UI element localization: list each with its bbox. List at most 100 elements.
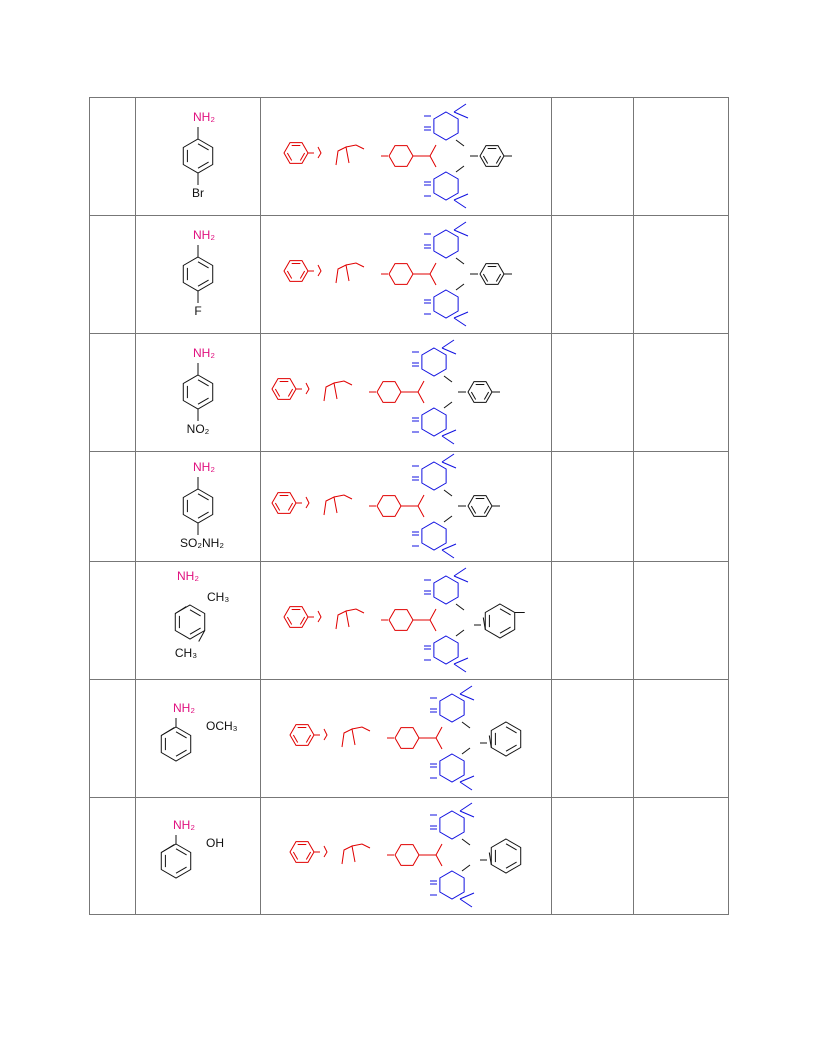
bond [482,617,486,630]
bond [413,608,437,632]
bond [459,685,475,701]
bond [412,531,419,536]
bond [459,892,475,908]
ring [439,810,465,840]
ring [490,721,522,757]
double-bond [505,861,517,869]
bond [323,494,353,516]
bond [341,726,371,748]
bond [441,453,457,469]
row: NH₂ CH₃ CH₃ [174,567,525,673]
double-bond [287,502,294,511]
double-bond [305,734,312,743]
double-bond [189,627,201,635]
bond [488,852,492,865]
ring [439,693,465,723]
double-bond [470,505,477,514]
ring [388,263,414,285]
bond [424,645,431,650]
double-bond [175,866,187,874]
bond [308,264,322,277]
bond [401,380,425,404]
amine-label: NH₂ [193,110,215,124]
ring [289,841,315,863]
double-bond [197,161,209,169]
amine-label: NH₂ [173,701,195,715]
double-bond [197,143,209,151]
bond [459,802,475,818]
ring [394,727,420,749]
double-bond [286,152,293,161]
double-bond [495,273,502,282]
double-bond [175,731,187,739]
bond [441,429,457,445]
ring [388,145,414,167]
bond [453,657,469,673]
bond [296,496,310,509]
ring [388,609,414,631]
bond [461,864,471,872]
ring [433,635,459,665]
substituent-label: OH [206,836,224,850]
ring [433,289,459,319]
ring [283,142,309,164]
ring [439,753,465,783]
row: NH₂ SO₂NH₂ [180,453,500,559]
bond [430,880,437,885]
row: NH₂ F [182,221,512,327]
double-bond [292,734,299,743]
amine-label: NH₂ [193,228,215,242]
ring [421,461,447,491]
substituent-label: F [194,304,201,318]
bond [175,606,187,614]
ring [433,229,459,259]
double-bond [197,379,209,387]
bond [412,417,419,422]
amine-label: NH₂ [177,569,199,583]
bond [424,126,431,131]
double-bond [274,502,281,511]
bond [459,775,475,791]
bond [161,844,175,853]
bond [161,727,175,736]
double-bond [175,848,187,856]
ring [394,844,420,866]
bond [455,139,465,147]
double-bond [197,279,209,287]
ring [271,492,297,514]
bond [453,311,469,327]
bond [443,401,453,409]
double-bond [470,391,477,400]
bond [424,590,431,595]
bond [198,630,206,642]
bond [341,843,371,865]
bond [424,299,431,304]
double-bond [197,397,209,405]
bond [453,193,469,209]
double-bond [197,261,209,269]
bond [453,103,469,119]
bond [335,608,365,630]
ring [376,381,402,403]
ring [421,347,447,377]
double-bond [175,749,187,757]
ring [421,521,447,551]
ring [490,838,522,874]
bond [443,515,453,523]
bond [430,708,437,713]
bond [488,735,492,748]
substituent-label: CH₃ [175,646,197,660]
double-bond [483,505,490,514]
bond [455,165,465,173]
row: NH₂ OH [160,802,522,908]
bond [441,339,457,355]
bond [413,262,437,286]
double-bond [505,744,517,752]
double-bond [482,155,489,164]
ring [439,870,465,900]
bond [441,543,457,559]
double-bond [495,155,502,164]
double-bond [189,609,201,617]
ring [433,111,459,141]
